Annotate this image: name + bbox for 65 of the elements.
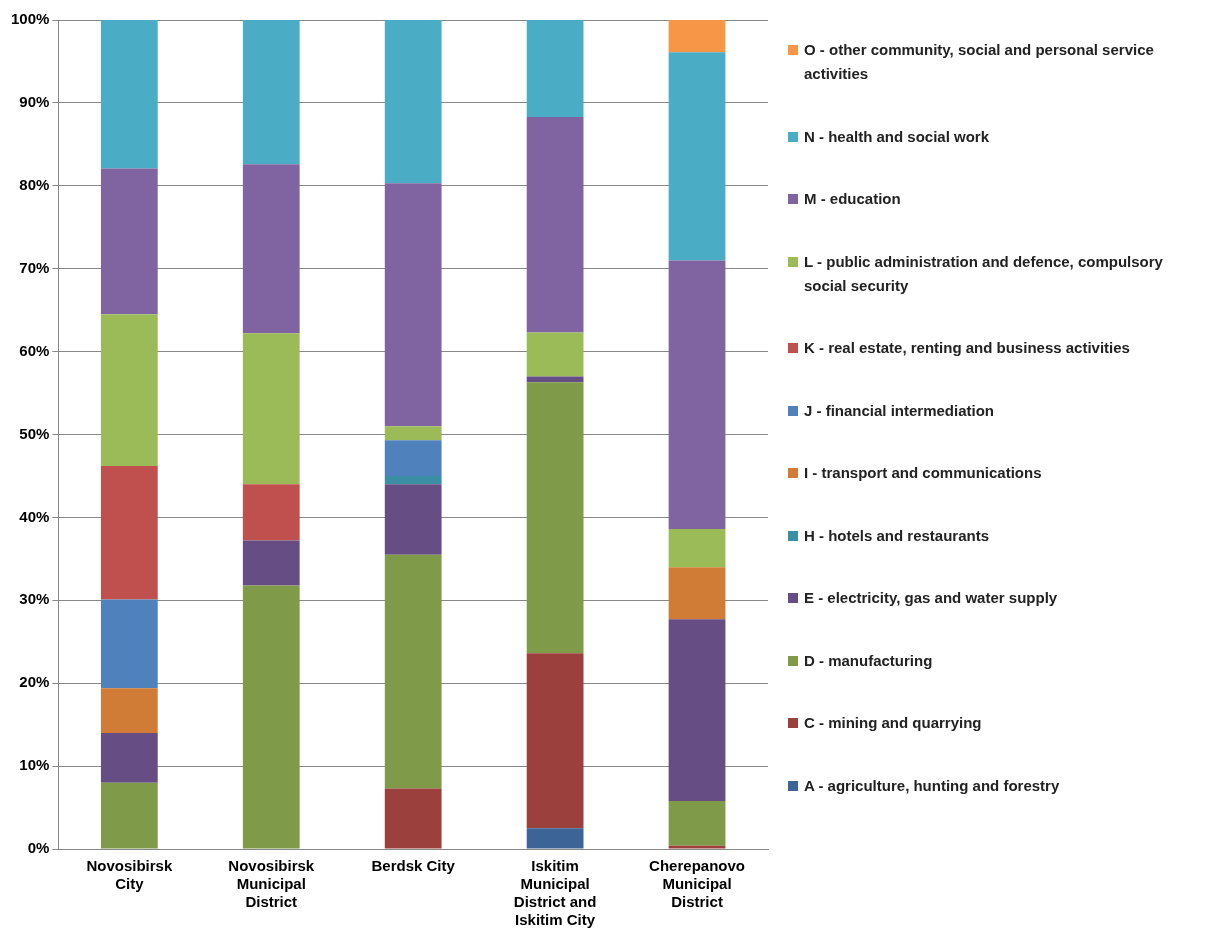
legend-label: D - manufacturing [804,650,933,671]
x-tick-label: Novosibirsk Municipal District [228,857,315,911]
bar [526,20,584,117]
legend-label: M - education [804,189,901,210]
bar [242,164,300,334]
x-tick-label: Novosibirsk City [86,857,173,893]
bar [100,20,158,169]
bar [242,333,300,485]
legend-label: J - financial intermediation [804,400,995,421]
x-tick-label: Iskitim Municipal District and Iskitim City [513,857,597,929]
bar [526,116,584,333]
legend-label: N - health and social work [804,126,990,147]
y-tick-label: 50% [19,424,50,442]
x-tick-label: Cherepanovo Municipal District [649,857,745,911]
y-tick-label: 80% [19,175,50,193]
y-tick-label: 30% [19,590,50,608]
bar [100,314,158,466]
bar [100,168,158,315]
legend-label: I - transport and communications [804,463,1042,484]
bar [100,466,158,600]
bar [526,376,584,383]
bar [668,845,726,849]
bar [384,426,442,441]
bar [668,619,726,801]
bar [100,599,158,689]
bar [668,800,726,846]
bar [384,484,442,555]
legend-label: H - hotels and restaurants [804,525,990,546]
bar [242,585,300,849]
bar [526,653,584,829]
y-tick-label: 60% [19,341,50,359]
bar [668,20,726,53]
bar [384,475,442,485]
bar [668,52,726,261]
y-tick-label: 10% [19,756,50,774]
legend-label: E - electricity, gas and water supply [804,588,1058,609]
bar [384,440,442,476]
bar [668,567,726,620]
legend-label: K - real estate, renting and business activities [804,338,1130,359]
bar [668,529,726,568]
bar [526,828,584,849]
y-tick-label: 40% [19,507,50,525]
bar [100,782,158,849]
bar [242,484,300,541]
bar [526,332,584,377]
bar [526,382,584,654]
bar [668,260,726,530]
legend-label: A - agriculture, hunting and forestry [804,775,1060,796]
y-tick-label: 0% [27,839,50,857]
legend-label: L - public administration and defence, compulsory social security [804,251,1164,296]
bar [384,183,442,427]
y-tick-label: 100% [10,10,50,28]
bar [242,540,300,586]
bar [242,20,300,165]
x-tick-label: Berdsk City [371,857,456,875]
bar [100,688,158,733]
bar [100,732,158,783]
y-tick-label: 70% [19,258,50,276]
legend-label: C - mining and quarrying [804,713,982,734]
bar [384,20,442,184]
y-tick-label: 20% [19,673,50,691]
bar [384,788,442,849]
legend-label: O - other community, social and personal service activities [804,40,1155,84]
y-tick-label: 90% [19,93,50,111]
bar [384,554,442,789]
